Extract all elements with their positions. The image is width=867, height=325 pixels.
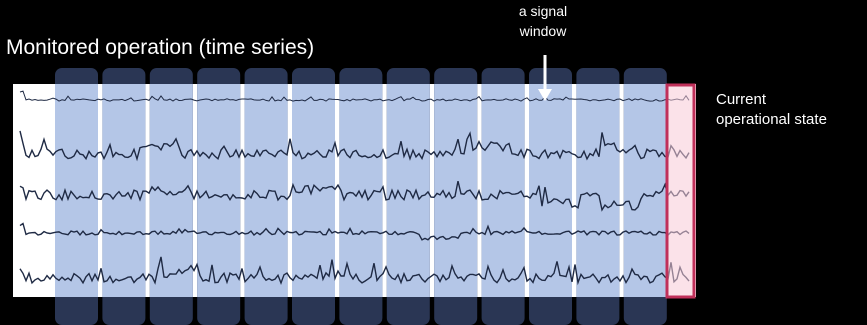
- down-arrow-icon: [538, 55, 552, 101]
- signal-window: [292, 84, 335, 297]
- current-state-label-line1: Current: [716, 91, 767, 108]
- signal-window: [623, 84, 667, 297]
- signal-window-label: a signal window: [488, 1, 598, 41]
- signal-group: [19, 90, 690, 286]
- time-series-signal-3: [19, 180, 690, 212]
- signal-window-label-line2: window: [519, 23, 567, 39]
- signal-window-label-line1: a signal: [518, 3, 568, 19]
- time-series-signal-4: [19, 222, 690, 241]
- time-series-signal-2: [19, 130, 690, 162]
- signal-window: [529, 84, 572, 297]
- signal-window: [102, 84, 146, 297]
- signal-window: [576, 84, 620, 297]
- current-state-label: Current operational state: [716, 90, 827, 130]
- current-state-window: [665, 83, 696, 299]
- signal-window: [481, 84, 525, 297]
- signal-window: [197, 84, 241, 297]
- window-group: [55, 68, 667, 325]
- signal-window: [149, 84, 193, 297]
- current-state-label-line2: operational state: [716, 111, 827, 128]
- time-series-signal-5: [19, 256, 690, 286]
- signal-window: [244, 84, 288, 297]
- time-series-signal-1: [19, 90, 690, 102]
- diagram-title: Monitored operation (time series): [6, 36, 315, 59]
- signal-window: [55, 84, 98, 297]
